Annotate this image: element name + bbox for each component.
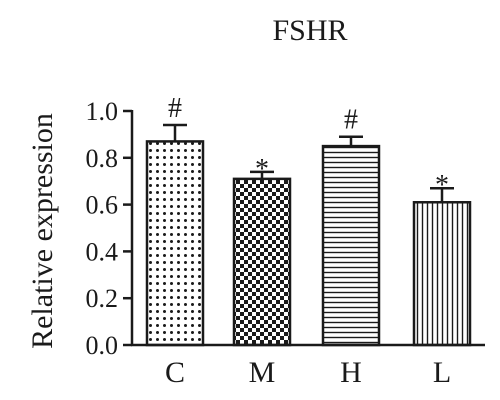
bar-l [412,201,472,347]
y-tick-label: 0.0 [86,331,119,360]
significance-mark-l: * [435,170,449,201]
y-tick-label: 1.0 [86,97,119,126]
significance-mark-m: * [255,154,269,185]
x-tick-label-h: H [340,356,362,389]
y-axis-ticks: 0.0 0.2 0.4 0.6 0.8 1.0 [86,97,132,360]
y-tick-label: 0.2 [86,284,119,313]
y-tick-label: 0.6 [86,191,119,220]
x-tick-label-m: M [249,356,276,389]
y-axis-title: Relative expression [26,113,59,349]
x-tick-label-l: L [433,356,451,389]
chart-title: FSHR [272,14,347,47]
bar-m [232,177,292,347]
bars: # * # * [145,93,472,347]
significance-mark-c: # [168,93,182,124]
bar-c [145,140,205,347]
x-tick-label-c: C [165,356,185,389]
y-tick-label: 0.8 [86,144,119,173]
bar-h [321,144,381,347]
y-tick-label: 0.4 [86,237,119,266]
significance-mark-h: # [344,105,358,136]
